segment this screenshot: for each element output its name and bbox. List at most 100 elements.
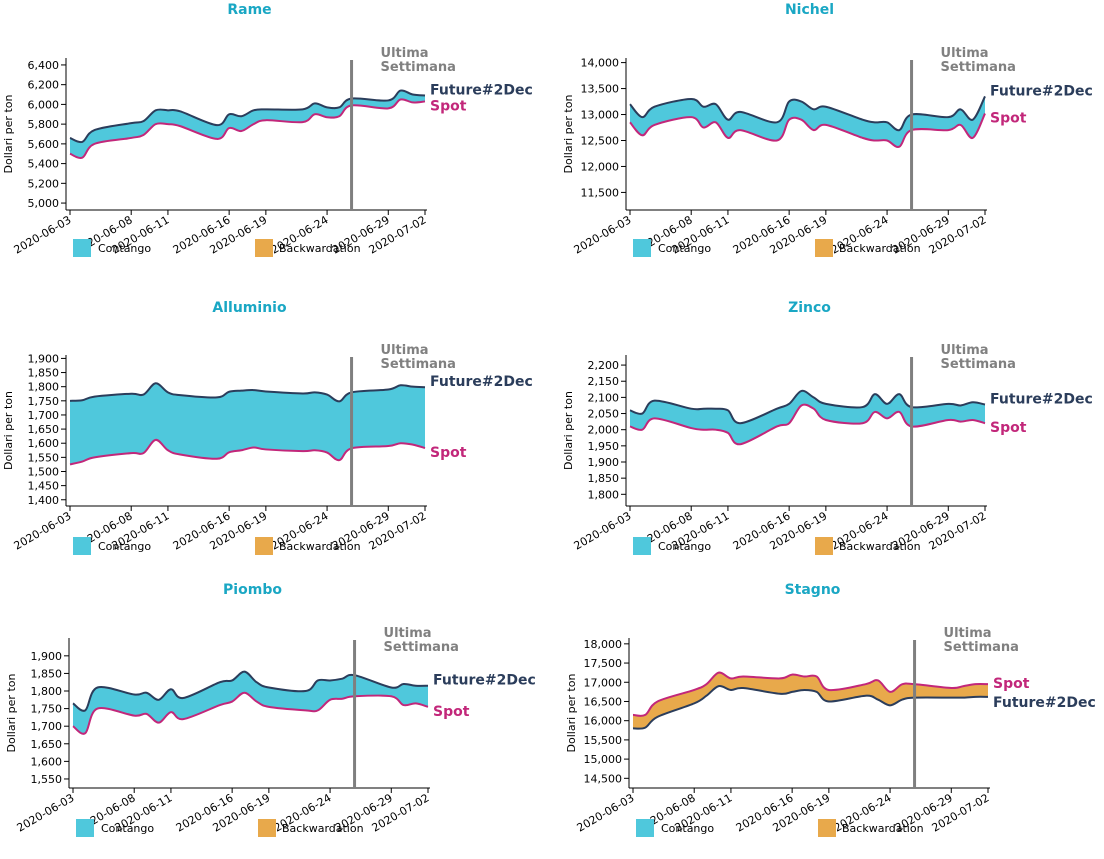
y-tick-label: 1,900 [588, 456, 620, 469]
chart-title: Alluminio [212, 300, 287, 316]
y-axis-label: Dollari per ton [565, 674, 578, 753]
spot-line [69, 98, 426, 160]
spot-line [629, 403, 986, 446]
y-tick-label: 1,500 [28, 465, 60, 478]
legend: Contango Backwardation [73, 537, 361, 555]
legend-backwardation-swatch [815, 239, 833, 257]
y-tick-label: 1,850 [28, 367, 60, 380]
legend: Contango Backwardation [73, 239, 361, 257]
contango-area [630, 390, 985, 445]
week-label-line1: Ultima [384, 626, 432, 641]
y-tick-label: 1,550 [31, 773, 63, 786]
legend-contango-swatch [76, 819, 94, 837]
week-label-line2: Settimana [941, 357, 1016, 372]
legend-contango-swatch [73, 239, 91, 257]
y-tick-label: 12,000 [581, 160, 620, 173]
y-tick-label: 1,600 [31, 755, 63, 768]
y-tick-label: 1,700 [28, 409, 60, 422]
legend-contango-label: Contango [98, 242, 151, 255]
legend-backwardation-label: Backwardation [282, 822, 364, 835]
x-tick-label: 2020-06-03 [575, 791, 637, 834]
y-tick-label: 6,000 [28, 98, 60, 111]
y-tick-label: 1,850 [588, 472, 620, 485]
legend-contango-label: Contango [98, 540, 151, 553]
legend-contango-swatch [633, 537, 651, 555]
future-label: Future#2Dec [993, 695, 1096, 711]
y-tick-label: 5,800 [28, 118, 60, 131]
week-label-line2: Settimana [944, 640, 1019, 655]
y-tick-label: 1,650 [28, 423, 60, 436]
future-line [72, 670, 429, 712]
future-line [69, 382, 426, 403]
legend-backwardation-swatch [255, 239, 273, 257]
y-tick-label: 2,050 [588, 408, 620, 421]
chart-title: Rame [227, 2, 271, 18]
y-tick-label: 5,600 [28, 138, 60, 151]
y-tick-label: 2,200 [588, 359, 620, 372]
spot-line [72, 691, 429, 735]
week-label-line2: Settimana [381, 60, 456, 75]
chart-title: Nichel [785, 2, 834, 18]
legend-backwardation-swatch [815, 537, 833, 555]
spot-line [69, 438, 426, 466]
y-tick-label: 17,000 [584, 676, 623, 689]
week-label-line2: Settimana [384, 640, 459, 655]
x-tick-label: 2020-06-03 [12, 213, 74, 256]
week-label-line1: Ultima [381, 343, 429, 358]
y-axis-label: Dollari per ton [5, 674, 18, 753]
y-tick-label: 11,500 [581, 186, 620, 199]
legend: Contango Backwardation [633, 239, 921, 257]
legend-backwardation-label: Backwardation [839, 242, 921, 255]
legend-contango-label: Contango [101, 822, 154, 835]
x-tick-label: 2020-06-03 [12, 509, 74, 552]
chart-alluminio: Alluminio1,4001,4501,5001,5501,6001,6501… [2, 300, 533, 555]
spot-label: Spot [433, 704, 470, 720]
y-tick-label: 17,500 [584, 657, 623, 670]
spot-line [629, 113, 986, 148]
week-label-line1: Ultima [381, 46, 429, 61]
y-tick-label: 5,400 [28, 158, 60, 171]
y-tick-label: 1,600 [28, 437, 60, 450]
chart-zinco: Zinco 1,800 1,850 1,900 1,950 2,000 2,050 2,100… [562, 300, 1093, 555]
week-label-line2: Settimana [941, 60, 1016, 75]
future-label: Future#2Dec [430, 83, 533, 99]
y-tick-label: 14,000 [581, 57, 620, 70]
y-tick-label: 1,550 [28, 451, 60, 464]
y-tick-label: 15,500 [584, 734, 623, 747]
y-tick-label: 2,000 [588, 424, 620, 437]
x-tick-label: 2020-06-03 [572, 509, 634, 552]
legend-backwardation-swatch [255, 537, 273, 555]
y-tick-label: 1,400 [28, 494, 60, 507]
y-tick-label: 13,000 [581, 109, 620, 122]
y-tick-label: 5,000 [28, 197, 60, 210]
y-tick-label: 1,850 [31, 667, 63, 680]
legend: Contango Backwardation [636, 819, 924, 837]
legend-backwardation-swatch [258, 819, 276, 837]
y-tick-label: 2,150 [588, 375, 620, 388]
chart-title: Zinco [788, 300, 831, 316]
chart-title: Piombo [223, 582, 282, 598]
y-tick-label: 6,400 [28, 59, 60, 72]
future-line [629, 389, 986, 425]
chart-rame: Rame 5,000 5,200 5,400 5,600 5,800 6,000 6,200 6… [2, 2, 533, 257]
week-label-line2: Settimana [381, 357, 456, 372]
spot-label: Spot [990, 110, 1027, 126]
future-label: Future#2Dec [990, 83, 1093, 99]
x-tick-label: 2020-06-03 [15, 791, 77, 834]
backwardation-area [633, 672, 988, 729]
legend-contango-swatch [636, 819, 654, 837]
chart-title: Stagno [785, 582, 841, 598]
chart-stagno: Stagno 14,500 15,000 15,500 16,000 16,500 17,0… [565, 582, 1096, 837]
y-axis-label: Dollari per ton [2, 391, 15, 470]
future-line [69, 89, 426, 144]
y-tick-label: 2,100 [588, 391, 620, 404]
y-axis-label: Dollari per ton [562, 95, 575, 174]
contango-area [73, 671, 428, 734]
legend-backwardation-label: Backwardation [839, 540, 921, 553]
future-label: Future#2Dec [433, 673, 536, 689]
contango-area [70, 383, 425, 465]
y-tick-label: 5,200 [28, 177, 60, 190]
y-tick-label: 1,750 [28, 395, 60, 408]
legend-contango-swatch [633, 239, 651, 257]
